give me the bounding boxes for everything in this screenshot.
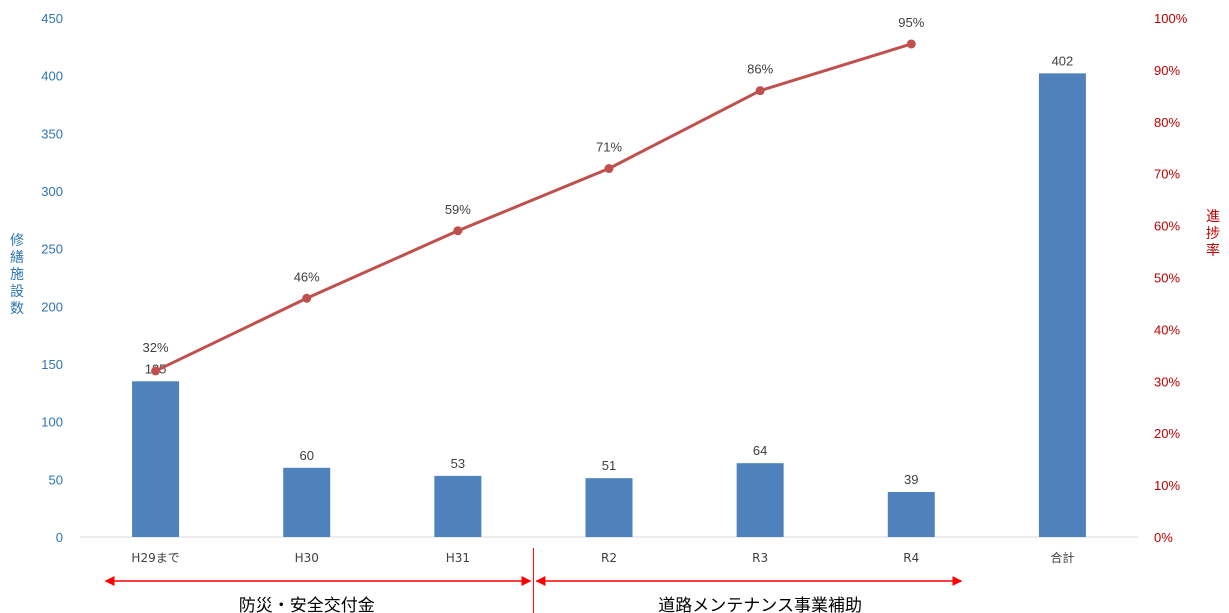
- progress-value-label: 46%: [294, 269, 320, 284]
- category-label: H31: [446, 551, 470, 565]
- progress-value-label: 32%: [143, 340, 169, 355]
- bar: [887, 492, 935, 537]
- program-label: 道路メンテナンス事業補助: [658, 596, 862, 613]
- left-axis-tick-label: 300: [41, 184, 63, 199]
- line-value-labels: 32% 46% 59% 71% 86% 95%: [143, 15, 925, 355]
- bar: [585, 478, 633, 537]
- bar-value-label: 39: [904, 472, 918, 487]
- bar: [132, 381, 180, 537]
- category-label: R3: [752, 551, 768, 565]
- bar-value-label: 53: [451, 456, 465, 471]
- bar-series: [132, 73, 1086, 538]
- progress-value-label: 59%: [445, 202, 471, 217]
- progress-point: [302, 293, 312, 303]
- category-label: R4: [903, 551, 919, 565]
- program-label: 防災・安全交付金: [239, 596, 375, 613]
- progress-point: [755, 86, 765, 96]
- bar: [1038, 73, 1086, 538]
- right-axis-tick-label: 60%: [1154, 219, 1180, 234]
- right-axis-tick-label: 10%: [1154, 478, 1180, 493]
- right-axis-tick-label: 40%: [1154, 322, 1180, 337]
- left-axis-tick-label: 250: [41, 242, 63, 257]
- category-label: 合計: [1050, 550, 1074, 565]
- left-axis-tick-label: 0: [56, 530, 63, 545]
- progress-point: [906, 39, 916, 49]
- right-axis-tick-label: 80%: [1154, 115, 1180, 130]
- left-axis-tick-label: 400: [41, 69, 63, 84]
- left-axis-tick-label: 200: [41, 299, 63, 314]
- right-axis-tick-label: 70%: [1154, 167, 1180, 182]
- bar-value-label: 60: [299, 448, 313, 463]
- progress-point: [151, 366, 161, 376]
- bar-value-label: 402: [1052, 53, 1074, 68]
- right-axis-tick-label: 90%: [1154, 63, 1180, 78]
- line-series: [151, 39, 916, 376]
- progress-point: [453, 226, 463, 236]
- progress-value-label: 71%: [596, 140, 622, 155]
- bar-value-label: 64: [753, 443, 767, 458]
- program-annotations: 防災・安全交付金 道路メンテナンス事業補助: [104, 548, 963, 613]
- bar: [283, 467, 331, 537]
- category-label: H30: [295, 551, 319, 565]
- progress-value-label: 86%: [747, 62, 773, 77]
- right-axis-ticks: 0% 10% 20% 30% 40% 50% 60% 70% 80% 90% 100%: [1154, 11, 1188, 545]
- left-axis-tick-label: 50: [49, 472, 63, 487]
- bar-value-label: 51: [602, 458, 616, 473]
- left-axis-tick-label: 100: [41, 415, 63, 430]
- left-axis-tick-label: 150: [41, 357, 63, 372]
- progress-line: [154, 42, 912, 373]
- left-axis-tick-label: 350: [41, 126, 63, 141]
- left-axis-tick-label: 450: [41, 11, 63, 26]
- left-axis-ticks: 0 50 100 150 200 250 300 350 400 450: [41, 11, 63, 545]
- y-axis-title-right: 進捗率: [1206, 209, 1220, 259]
- right-axis-tick-label: 30%: [1154, 374, 1180, 389]
- right-axis-tick-label: 20%: [1154, 426, 1180, 441]
- bar: [736, 463, 784, 537]
- bar: [434, 475, 482, 537]
- right-axis-tick-label: 0%: [1154, 530, 1173, 545]
- progress-point: [604, 164, 614, 174]
- category-label: H29まで: [131, 551, 179, 565]
- progress-value-label: 95%: [898, 15, 924, 30]
- right-axis-tick-label: 100%: [1154, 11, 1188, 26]
- bar-value-labels: 1356053516439402: [145, 53, 1074, 487]
- right-axis-tick-label: 50%: [1154, 271, 1180, 286]
- category-labels: H29まで H30 H31 R2 R3 R4 合計: [131, 550, 1074, 565]
- y-axis-title-left: 修繕施設数: [10, 233, 24, 317]
- category-label: R2: [601, 551, 617, 565]
